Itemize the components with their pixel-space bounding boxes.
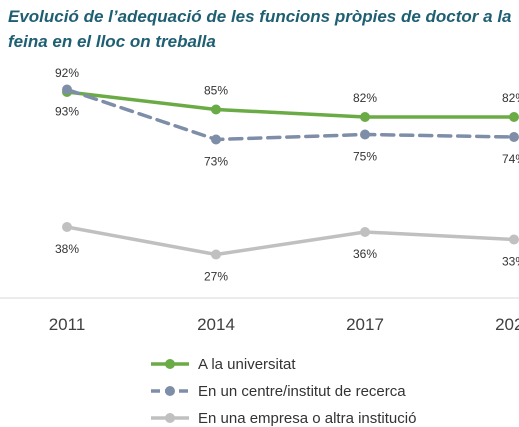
series-layer: 92% 85% 82% 82% 93% 73% 75% 74% 38% 27% 36% 33% [55,66,519,284]
chart-title: Evolució de l’adequació de les funcions … [8,7,512,51]
data-point [509,234,519,245]
x-tick-label: 2011 [49,315,86,334]
legend-entry: En un centre/institut de recerca [151,383,406,400]
x-tick-labels: 2011 2014 2017 2020 [49,315,519,334]
data-label: 74% [502,152,519,166]
data-point [62,222,72,232]
data-label: 27% [204,270,228,284]
data-label: 93% [55,105,79,119]
data-label: 82% [502,91,519,105]
series-2: 93% 73% 75% 74% [55,84,519,169]
data-label: 33% [502,255,519,269]
data-point [211,249,221,260]
legend-swatch-marker [165,359,175,369]
x-tick-label: 2020 [495,315,519,334]
series-line [65,87,516,142]
data-point [211,104,221,115]
data-label: 73% [204,155,228,169]
data-point [360,112,370,122]
x-tick-label: 2017 [346,315,384,334]
series-3: 38% 27% 36% 33% [55,222,519,284]
legend-entry: En una empresa o altra institució [151,410,416,427]
data-point [360,227,370,237]
legend-swatch-marker [165,386,175,396]
data-label: 82% [353,91,377,105]
series-1: 92% 85% 82% 82% [55,66,519,122]
data-point [62,84,72,95]
legend-label: En un centre/institut de recerca [198,383,406,400]
data-point [509,112,519,122]
legend: A la universitat En un centre/institut de… [151,356,416,427]
data-point [360,129,370,140]
data-label: 36% [353,247,377,261]
series-line [65,90,516,119]
data-label: 85% [204,84,228,98]
data-label: 92% [55,66,79,80]
data-point [509,132,519,142]
legend-entry: A la universitat [151,356,296,373]
legend-label: En una empresa o altra institució [198,410,416,427]
legend-label: A la universitat [198,356,296,373]
data-point [211,134,221,145]
data-label: 75% [353,150,377,164]
legend-swatch-marker [165,413,175,423]
x-tick-label: 2014 [197,315,235,334]
data-label: 38% [55,242,79,256]
series-line [65,225,516,257]
